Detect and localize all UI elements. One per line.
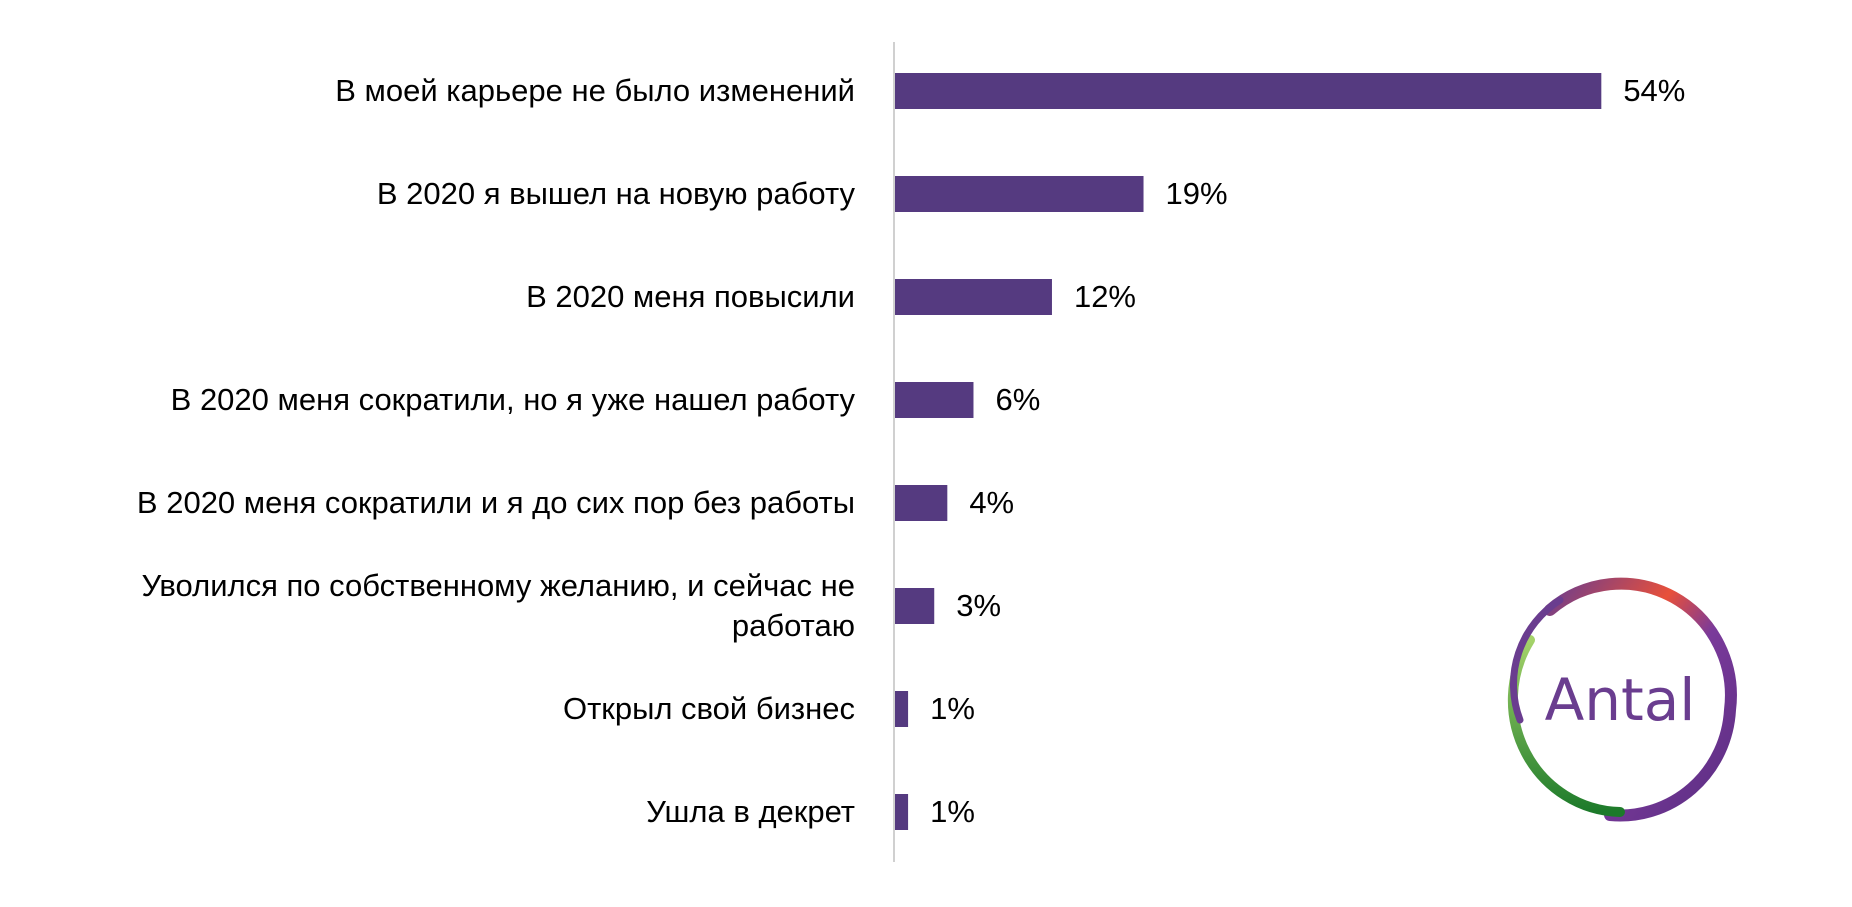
data-label: 19% [1165, 176, 1228, 211]
bar [895, 691, 909, 727]
data-label: 12% [1073, 279, 1136, 314]
data-label: 54% [1623, 73, 1686, 108]
bar [895, 794, 909, 830]
category-label: В моей карьере не было изменений [335, 73, 855, 108]
antal-logo: Antal [1507, 577, 1737, 822]
data-label: 4% [969, 485, 1015, 520]
category-label: В 2020 меня сократили и я до сих пор без… [136, 485, 855, 520]
bar [895, 176, 1144, 212]
data-label: 1% [930, 691, 975, 726]
data-label: 1% [930, 794, 975, 829]
bar [895, 588, 935, 624]
bar [895, 73, 1602, 109]
category-label: В 2020 меня повысили [526, 279, 855, 314]
data-label: 6% [995, 382, 1041, 417]
category-label: Уволился по собственному желанию, и сейч… [141, 568, 855, 643]
bar [895, 485, 948, 521]
bar [895, 382, 974, 418]
bar [895, 279, 1052, 315]
category-label: Ушла в декрет [646, 794, 855, 829]
category-label: В 2020 я вышел на новую работу [376, 176, 855, 211]
logo-text: Antal [1545, 666, 1696, 734]
category-label: Открыл свой бизнес [562, 691, 855, 726]
data-label: 3% [956, 588, 1002, 623]
category-label: В 2020 меня сократили, но я уже нашел ра… [170, 382, 855, 417]
